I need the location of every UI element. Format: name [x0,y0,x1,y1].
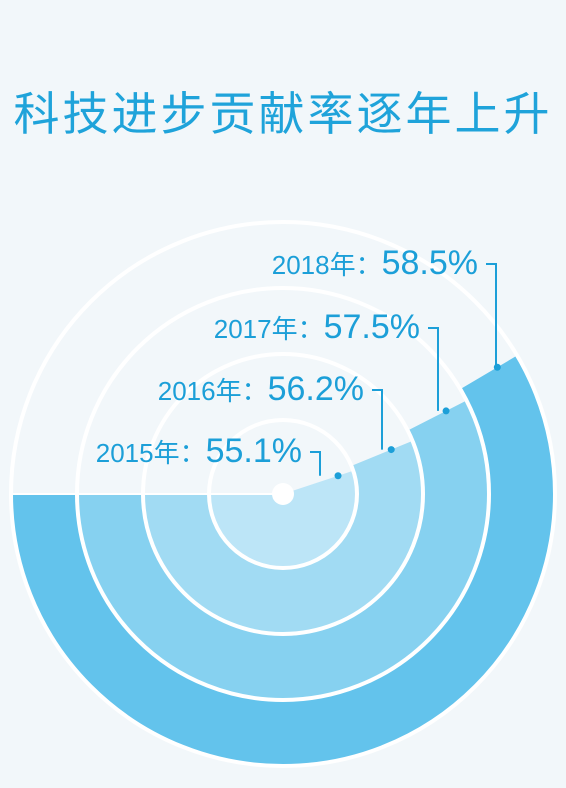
leader-line-2018 [486,263,497,368]
leader-dot-2018 [493,363,501,371]
value-label-2018: 58.5% [382,244,478,282]
leader-line-2016 [372,389,383,450]
data-label-2018: 2018年：58.5% [272,244,478,282]
center-dot [272,483,294,505]
chart-title: 科技进步贡献率逐年上升 [13,87,553,141]
ring-arc-2016 [143,440,424,635]
leader-dot-2017 [442,407,450,415]
ring-arc-2017 [77,400,490,700]
year-label-2017: 2017年： [214,314,324,344]
ring-arc-2018 [11,355,555,766]
leader-dot-2015 [334,472,342,480]
leader-line-2017 [428,327,439,411]
ring-arc-2015 [209,470,357,568]
value-label-2015: 55.1% [206,432,302,470]
leader-dot-2016 [387,446,395,454]
data-label-2016: 2016年：56.2% [158,370,364,408]
year-label-2016: 2016年： [158,376,268,406]
data-label-2015: 2015年：55.1% [96,432,302,470]
leader-line-2015 [310,451,321,476]
data-label-2017: 2017年：57.5% [214,308,420,346]
value-label-2017: 57.5% [324,308,420,346]
year-label-2015: 2015年： [96,438,206,468]
year-label-2018: 2018年： [272,250,382,280]
value-label-2016: 56.2% [268,370,364,408]
